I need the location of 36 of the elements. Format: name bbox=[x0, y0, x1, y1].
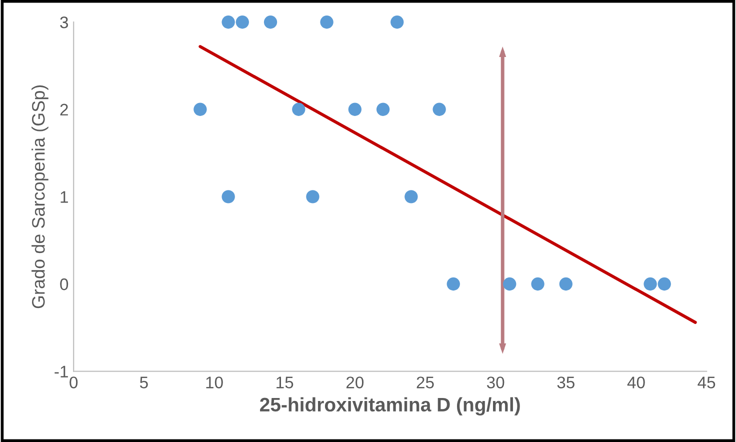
point bbox=[264, 16, 278, 29]
point bbox=[432, 102, 446, 116]
point bbox=[644, 277, 657, 291]
point bbox=[222, 16, 235, 29]
point bbox=[446, 277, 460, 291]
y-tick-label: 0 bbox=[60, 278, 68, 290]
point bbox=[292, 102, 306, 116]
point bbox=[222, 190, 235, 204]
point bbox=[236, 16, 249, 29]
x-tick-label: 30 bbox=[486, 376, 504, 388]
x-axis-title: 25-hidroxivitamina D (ng/ml) bbox=[260, 397, 520, 416]
point bbox=[503, 277, 516, 291]
y-tick-label: 2 bbox=[60, 104, 68, 116]
x-tick-label: 25 bbox=[416, 376, 434, 388]
point bbox=[306, 190, 320, 204]
x-tick-label: 40 bbox=[627, 376, 645, 388]
point bbox=[320, 16, 334, 29]
y-axis-title: Grado de Sarcopenia (GSp) bbox=[32, 85, 48, 308]
point bbox=[390, 16, 404, 29]
point bbox=[658, 277, 671, 291]
x-tick-label: 20 bbox=[346, 376, 364, 388]
point bbox=[348, 102, 362, 116]
x-tick-label: 0 bbox=[70, 376, 78, 388]
x-tick-label: 45 bbox=[698, 376, 716, 388]
y-tick-label: -1 bbox=[54, 366, 68, 378]
point bbox=[194, 102, 207, 116]
x-tick-label: 15 bbox=[276, 376, 294, 388]
x-tick-label: 5 bbox=[140, 376, 148, 388]
x-tick-label: 35 bbox=[557, 376, 574, 388]
point bbox=[376, 102, 390, 116]
x-tick-label: 10 bbox=[206, 376, 223, 388]
y-tick-label: 3 bbox=[60, 16, 68, 28]
point bbox=[531, 277, 544, 291]
point bbox=[559, 277, 572, 291]
y-tick-label: 1 bbox=[60, 191, 68, 203]
point bbox=[404, 190, 418, 204]
